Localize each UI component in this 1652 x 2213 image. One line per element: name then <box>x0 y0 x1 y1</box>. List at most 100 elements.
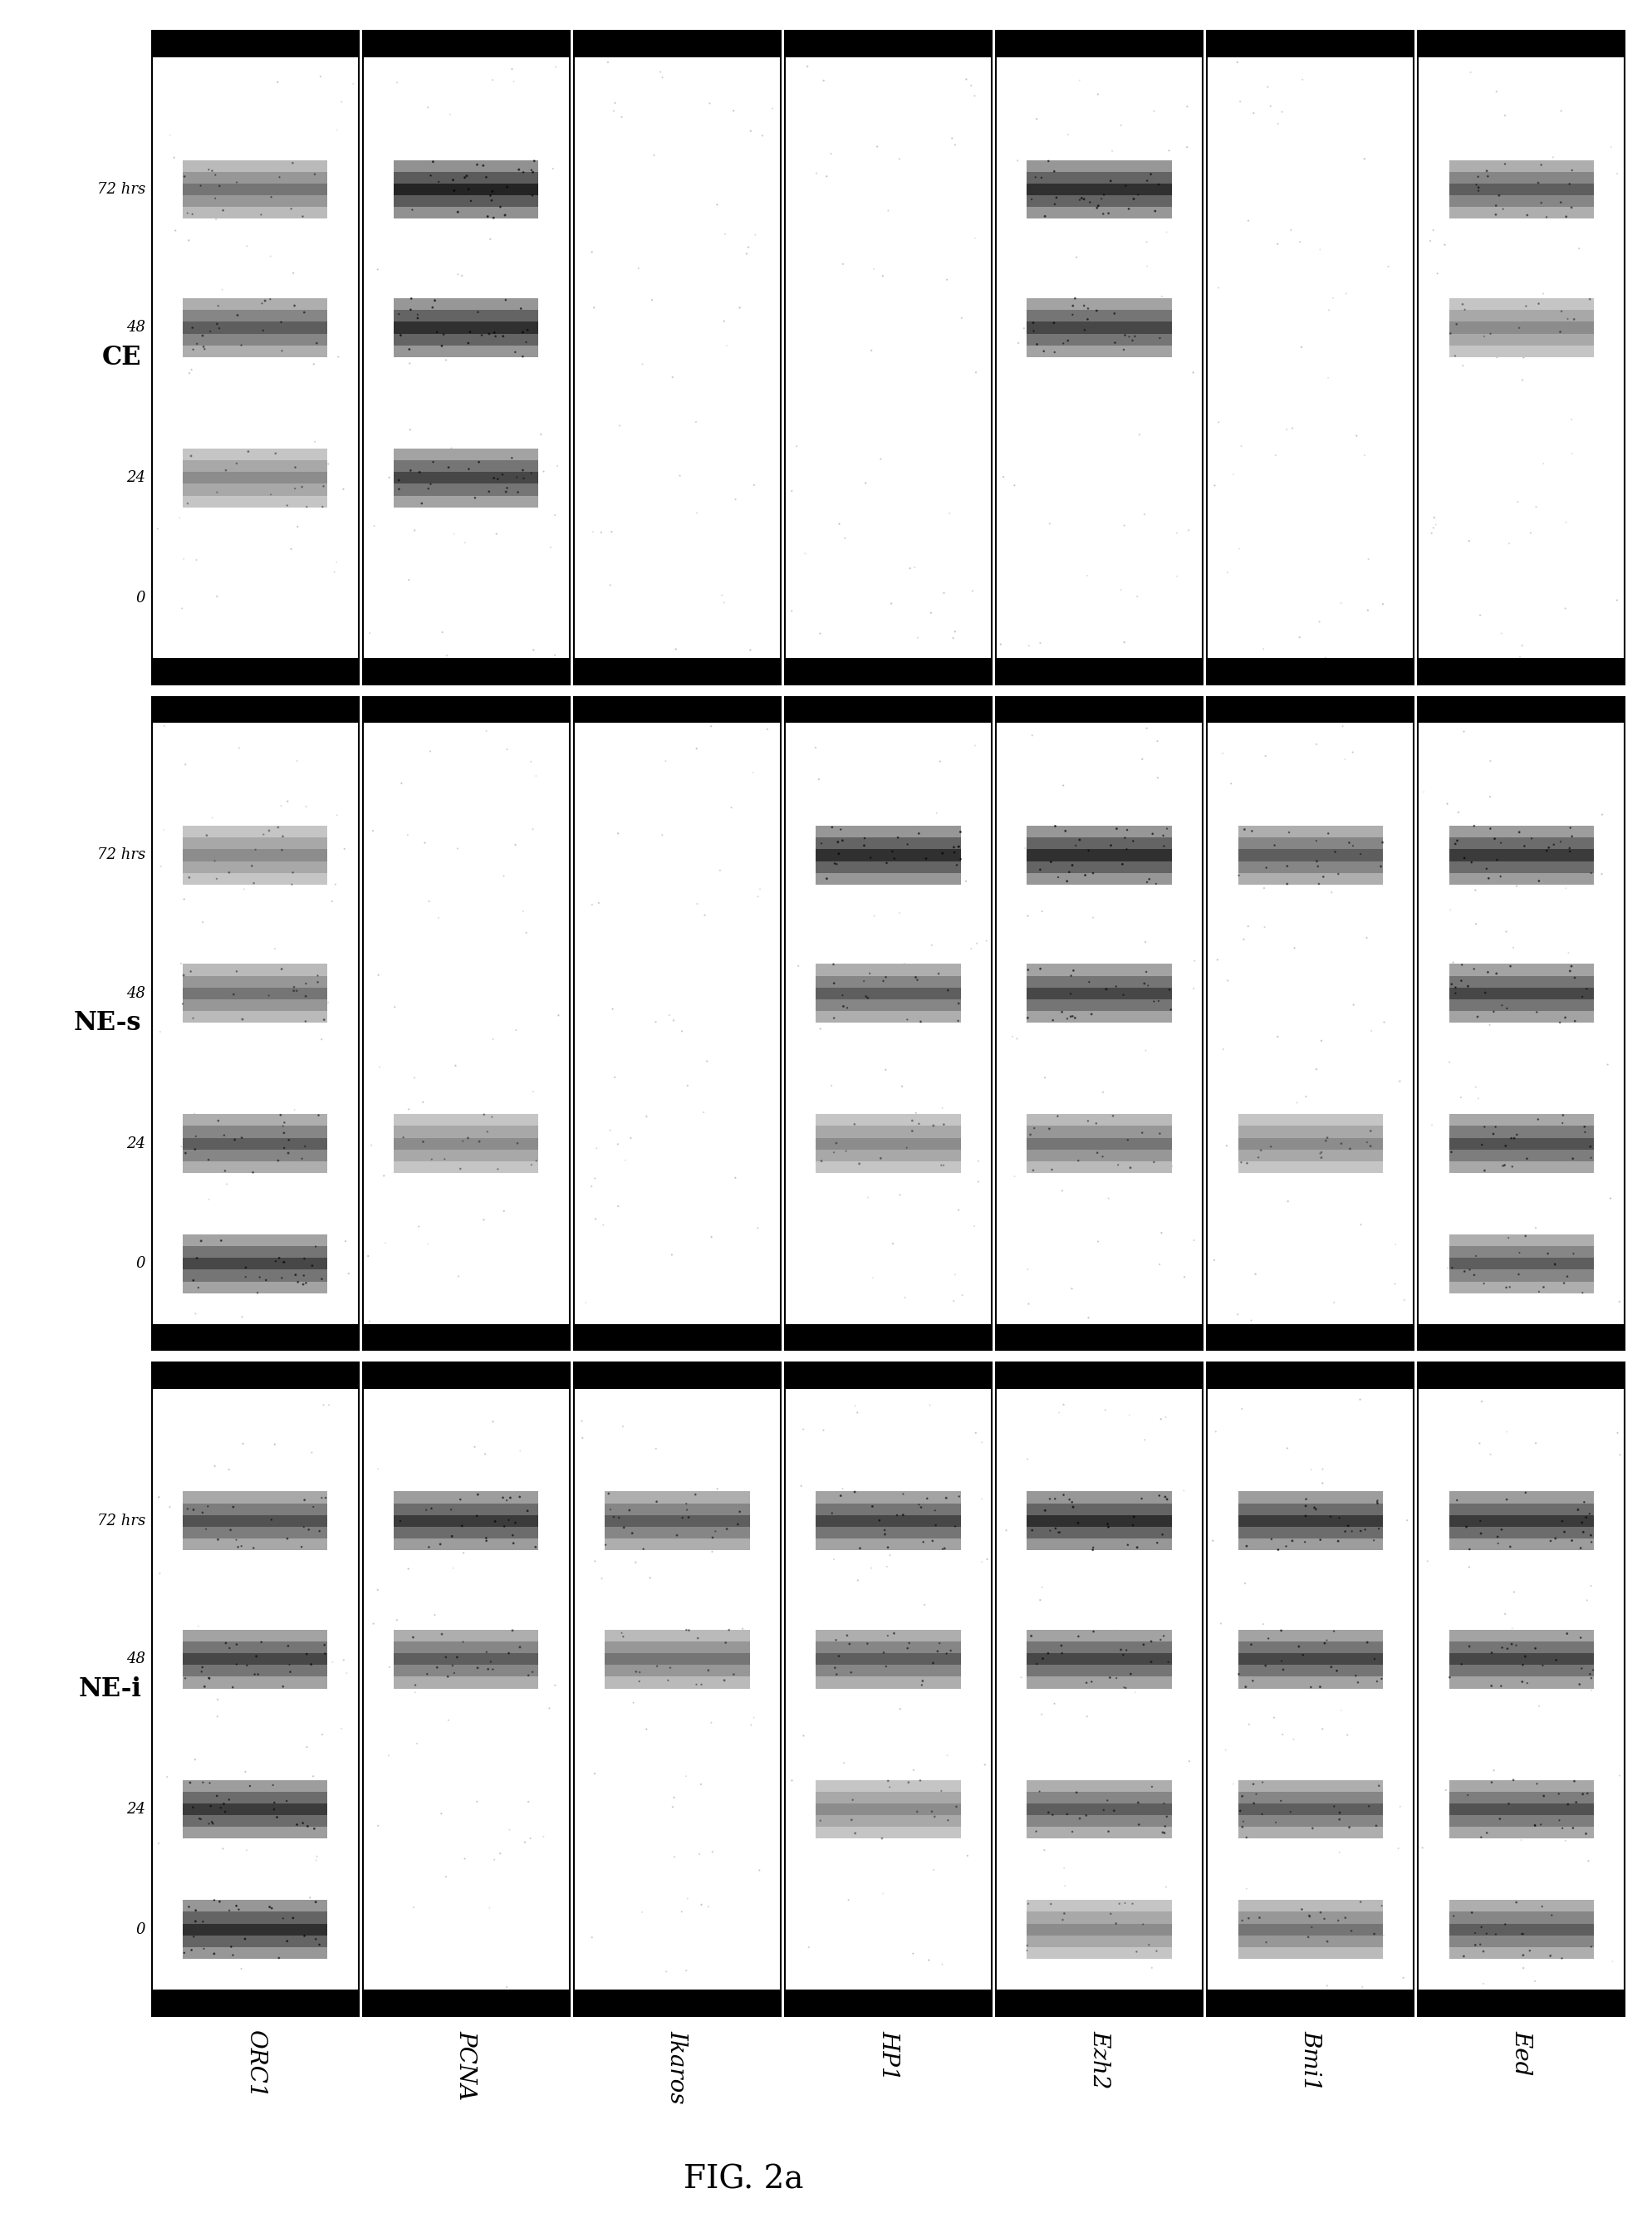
Point <box>208 1790 235 1826</box>
Point <box>1085 188 1112 224</box>
Point <box>292 978 319 1014</box>
Point <box>1097 828 1123 863</box>
Bar <box>1028 1137 1171 1149</box>
Point <box>1260 1700 1287 1735</box>
Point <box>1107 1885 1133 1921</box>
Point <box>506 474 532 509</box>
Point <box>1365 1485 1391 1520</box>
Point <box>517 744 544 779</box>
Point <box>1213 1733 1239 1768</box>
Point <box>193 817 220 852</box>
Point <box>274 783 301 819</box>
Point <box>1447 1080 1474 1115</box>
Point <box>282 471 309 507</box>
Point <box>1327 1801 1353 1837</box>
Bar <box>183 861 327 872</box>
Point <box>940 830 966 865</box>
Point <box>178 310 205 345</box>
Point <box>1249 1797 1275 1832</box>
Point <box>745 1211 771 1246</box>
Bar <box>816 1804 961 1815</box>
Point <box>829 978 856 1014</box>
Point <box>1265 1531 1292 1567</box>
Point <box>861 252 887 288</box>
Point <box>699 1534 725 1569</box>
Point <box>1493 1483 1520 1518</box>
Point <box>672 1485 699 1520</box>
Point <box>1046 1514 1072 1549</box>
Point <box>877 1770 904 1806</box>
Point <box>1104 810 1130 845</box>
Bar <box>363 1323 570 1350</box>
Point <box>1310 1465 1336 1500</box>
Point <box>933 1737 960 1773</box>
Point <box>203 578 230 613</box>
Point <box>1578 1673 1604 1708</box>
Bar <box>605 1664 750 1677</box>
Point <box>582 1755 608 1790</box>
Point <box>1037 1666 1064 1702</box>
Point <box>1348 1514 1374 1549</box>
Point <box>1236 910 1262 945</box>
Point <box>1051 1850 1077 1885</box>
Point <box>180 1000 206 1036</box>
Point <box>664 1518 691 1554</box>
Point <box>1571 1485 1597 1520</box>
Point <box>620 1516 646 1551</box>
Point <box>719 790 745 825</box>
Point <box>712 1624 738 1660</box>
Point <box>866 1503 892 1538</box>
Point <box>907 1511 933 1547</box>
Point <box>420 144 446 179</box>
Point <box>183 1239 210 1275</box>
Point <box>968 1480 995 1516</box>
Point <box>831 1746 857 1781</box>
Point <box>1526 1689 1553 1724</box>
Bar <box>393 1162 539 1173</box>
Point <box>279 146 306 181</box>
Point <box>182 1742 208 1777</box>
Point <box>1482 1916 1508 1952</box>
Point <box>1108 571 1135 606</box>
Point <box>1074 558 1100 593</box>
Point <box>1543 1642 1569 1677</box>
Point <box>942 1509 968 1545</box>
Point <box>629 347 656 383</box>
Point <box>1446 794 1472 830</box>
Point <box>1493 914 1520 949</box>
Point <box>441 516 468 551</box>
Point <box>821 965 847 1000</box>
Bar <box>1237 1664 1383 1677</box>
Point <box>887 896 914 932</box>
Point <box>1277 1773 1303 1808</box>
Bar <box>183 1642 327 1653</box>
Point <box>405 301 431 336</box>
Point <box>492 197 519 232</box>
Bar <box>393 159 539 173</box>
Point <box>1370 825 1396 861</box>
Point <box>365 1808 392 1843</box>
Point <box>1318 1797 1345 1832</box>
Point <box>1019 1153 1046 1188</box>
Text: 0: 0 <box>135 591 145 606</box>
Point <box>1322 1286 1348 1321</box>
Bar <box>1237 1113 1383 1126</box>
Point <box>1094 1507 1120 1542</box>
Point <box>1064 1775 1090 1810</box>
Point <box>1454 1151 1480 1186</box>
Point <box>1569 978 1596 1014</box>
Point <box>869 1821 895 1857</box>
Point <box>520 155 547 190</box>
Point <box>854 980 881 1016</box>
Point <box>421 1598 448 1633</box>
Point <box>1018 1118 1044 1153</box>
Point <box>1559 153 1586 188</box>
Point <box>648 55 674 91</box>
Point <box>1256 1620 1282 1655</box>
Point <box>834 1618 861 1653</box>
Point <box>372 1226 398 1261</box>
Point <box>1031 1832 1057 1868</box>
Bar <box>785 697 991 1350</box>
Point <box>1550 1810 1576 1846</box>
Point <box>172 746 198 781</box>
